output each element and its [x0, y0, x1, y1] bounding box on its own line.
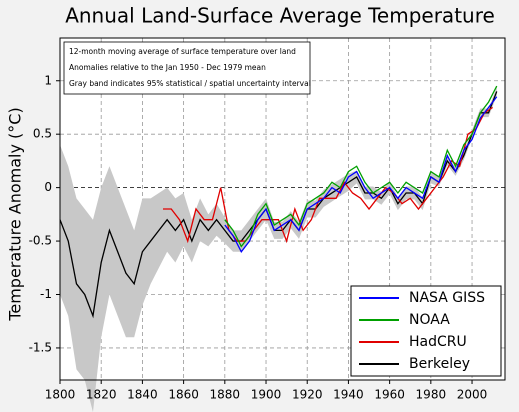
- x-tick-label: 1920: [292, 388, 323, 402]
- x-tick-label: 1880: [210, 388, 241, 402]
- annotation: Gray band indicates 95% statistical / sp…: [69, 79, 311, 88]
- series-line: [224, 96, 498, 253]
- x-tick-label: 1860: [168, 388, 199, 402]
- legend-label: HadCRU: [409, 334, 467, 350]
- x-tick-label: 1840: [127, 388, 158, 402]
- marks: [59, 38, 505, 412]
- y-axis-label: Temperature Anomaly (°C): [6, 107, 25, 321]
- legend-label: Berkeley: [409, 356, 470, 372]
- x-tick-label: 2000: [457, 388, 488, 402]
- x-tick-label: 1960: [374, 388, 405, 402]
- annotation-box: [63, 41, 311, 95]
- legend-box: [350, 285, 502, 377]
- y-tick-label: -1.5: [29, 340, 52, 354]
- y-tick-label: 0.5: [33, 127, 52, 141]
- x-tick-label: 1900: [251, 388, 282, 402]
- legend-label: NOAA: [409, 312, 450, 328]
- y-tick-label: 1: [44, 73, 52, 87]
- series-line: [59, 91, 498, 319]
- uncertainty-band: [60, 87, 497, 412]
- annotation: Anomalies relative to the Jan 1950 - Dec…: [69, 63, 266, 72]
- y-tick-label: -1: [40, 287, 52, 301]
- plot-frame: [59, 37, 506, 381]
- annotation: 12-month moving average of surface tempe…: [69, 47, 296, 56]
- series-line: [224, 85, 498, 248]
- chart-title: Annual Land-Surface Average Temperature: [65, 4, 495, 28]
- y-tick-label: -0.5: [29, 234, 52, 248]
- legend-label: NASA GISS: [409, 290, 485, 306]
- y-tick-label: 0: [44, 180, 52, 194]
- series-line: [163, 106, 493, 244]
- x-tick-label: 1820: [86, 388, 117, 402]
- x-tick-label: 1800: [45, 388, 76, 402]
- x-tick-label: 1980: [416, 388, 447, 402]
- x-tick-label: 1940: [333, 388, 364, 402]
